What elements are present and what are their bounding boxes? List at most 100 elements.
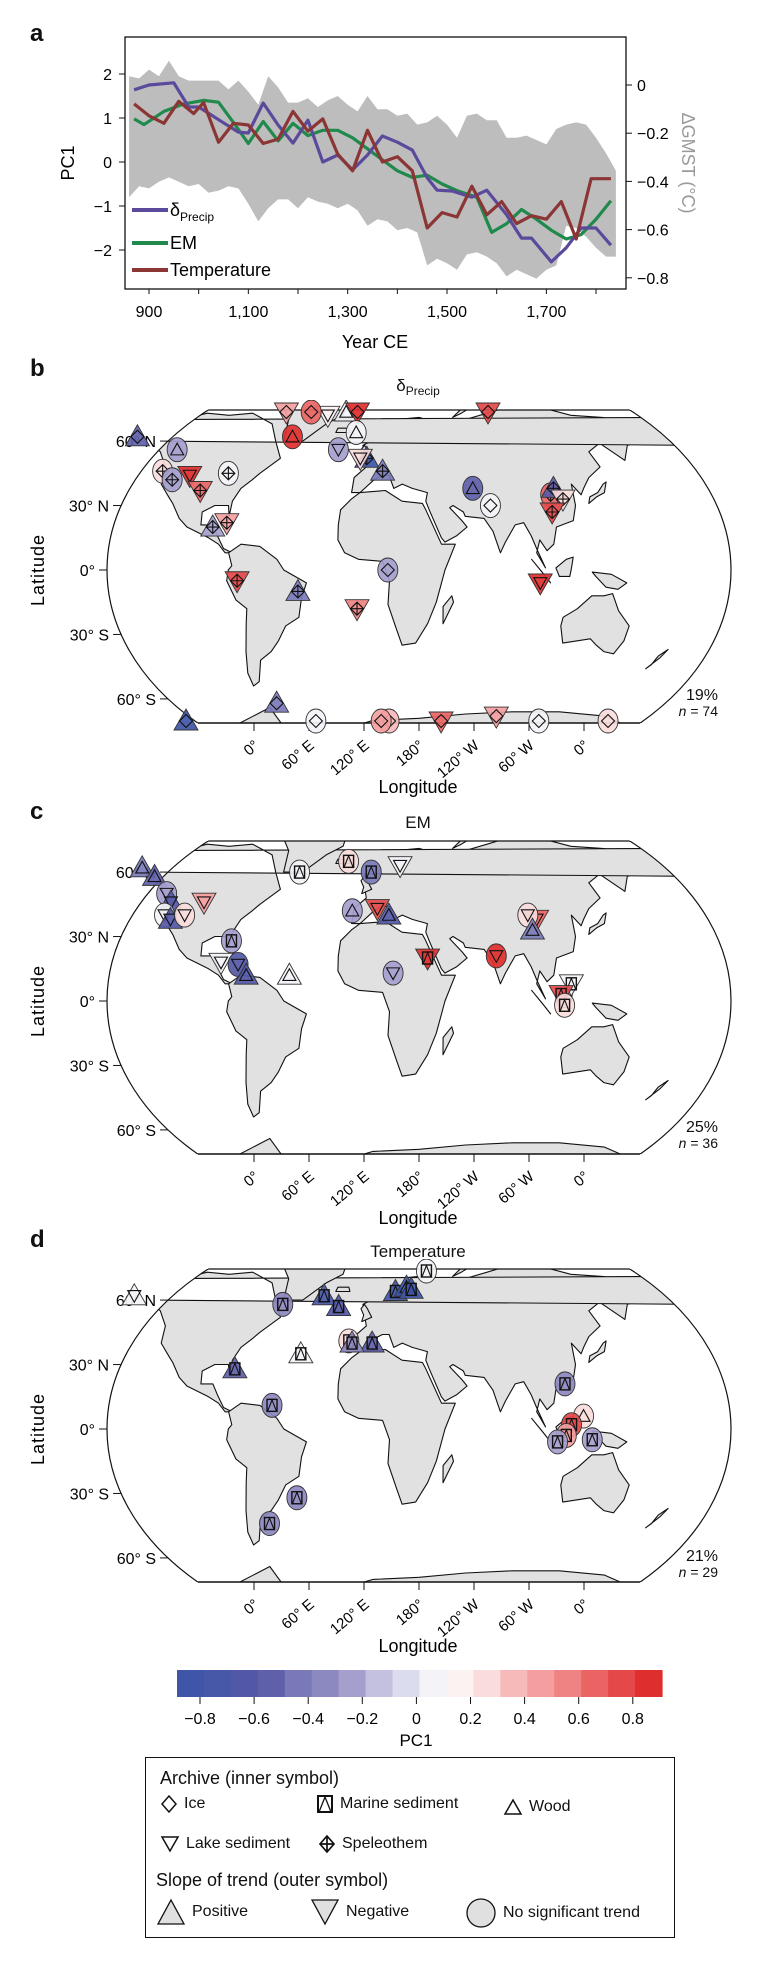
svg-text:0°: 0° — [80, 563, 95, 580]
svg-text:120° E: 120° E — [327, 1596, 373, 1638]
longitude-ticks: 0° 60° E 120° E 180° 120° W 60° W 0° — [241, 1582, 593, 1641]
colorbar-bin — [177, 1670, 205, 1697]
svg-text:−2: −2 — [94, 243, 112, 260]
plot-frame — [124, 36, 627, 290]
svg-text:0.2: 0.2 — [459, 1711, 481, 1728]
site-marker-negative-speleothem — [214, 513, 240, 536]
site-marker-none-marine — [338, 848, 360, 874]
site-marker-positive-marine — [311, 1282, 337, 1306]
colorbar-bins — [177, 1670, 663, 1697]
colorbar-bin — [554, 1670, 582, 1697]
latitude-ticks: 60° N30° N0°30° S60° S — [69, 865, 169, 1140]
svg-text:0°: 0° — [241, 737, 263, 759]
site-marker-positive-lake — [121, 1282, 148, 1306]
legend-label-0: δPrecip — [170, 200, 214, 224]
colorbar-bin — [608, 1670, 636, 1697]
site-markers — [129, 848, 585, 1018]
site-marker-none-marine — [554, 992, 576, 1018]
site-marker-none-marine — [286, 1485, 308, 1511]
x-axis-label: Year CE — [342, 332, 408, 352]
longitude-axis-label: Longitude — [378, 1208, 457, 1228]
svg-text:120° E: 120° E — [327, 1168, 373, 1210]
y-axis-label: PC1 — [58, 145, 78, 180]
svg-text:60° E: 60° E — [278, 1596, 317, 1633]
svg-text:60° E: 60° E — [278, 1168, 317, 1205]
site-marker-positive-wood — [519, 917, 546, 940]
site-marker-none-lake — [485, 943, 507, 969]
legend-wood: Wood — [503, 1798, 571, 1816]
svg-text:180°: 180° — [393, 1168, 428, 1201]
site-marker-none-marine — [547, 1429, 569, 1455]
site-marker-positive-marine — [359, 1330, 385, 1353]
site-marker-none-lake — [382, 960, 404, 986]
speleothem-icon — [318, 1834, 336, 1854]
colorbar-bin — [446, 1670, 474, 1697]
site-marker-none-wood — [341, 898, 363, 924]
legend-no-trend: No significant trend — [465, 1897, 640, 1929]
site-marker-negative-lake — [364, 899, 391, 922]
svg-text:0.4: 0.4 — [513, 1711, 535, 1728]
svg-text:1: 1 — [103, 111, 112, 128]
site-marker-negative-lake — [208, 952, 234, 976]
legend-marine-sediment: Marine sediment — [316, 1794, 458, 1814]
site-marker-none-wood — [462, 475, 484, 501]
svg-text:−0.8: −0.8 — [637, 271, 669, 288]
svg-text:60° S: 60° S — [117, 1551, 156, 1568]
site-marker-none-marine — [289, 859, 311, 885]
site-marker-positive-wood — [141, 863, 168, 886]
site-marker-negative-lake — [315, 405, 341, 429]
panel-a-timeseries-chart: 900 1,100 1,300 1,500 1,700 2 1 0 −1 −2 0 −0.2 −0.… — [58, 36, 698, 352]
svg-text:−0.6: −0.6 — [637, 223, 669, 240]
colorbar-bin — [392, 1670, 421, 1697]
colorbar-bin — [311, 1670, 340, 1697]
panel-b-percent: 19% n = 74 — [678, 687, 718, 719]
svg-text:0.6: 0.6 — [568, 1711, 590, 1728]
legend-speleothem: Speleothem — [318, 1834, 427, 1854]
svg-text:30° S: 30° S — [70, 627, 109, 644]
site-marker-positive-ice — [173, 708, 199, 731]
legend-lake-sediment: Lake sediment — [160, 1835, 290, 1853]
svg-text:0: 0 — [637, 78, 646, 95]
slope-header: Slope of trend (outer symbol) — [156, 1870, 389, 1890]
svg-text:180°: 180° — [393, 1596, 428, 1629]
site-marker-positive-marine — [222, 1355, 248, 1379]
site-marker-none-ice — [370, 708, 392, 734]
site-marker-positive-marine — [398, 1276, 424, 1299]
right-y-axis-ticks: 0 −0.2 −0.4 −0.6 −0.8 — [626, 78, 669, 288]
site-marker-none-speleothem — [217, 460, 239, 486]
site-marker-none-wood — [166, 437, 188, 463]
site-marker-none-wood — [345, 420, 367, 445]
site-marker-positive-speleothem — [369, 458, 396, 481]
svg-text:0°: 0° — [571, 1596, 593, 1618]
colorbar-bin — [419, 1670, 448, 1697]
site-marker-none-speleothem — [161, 467, 183, 493]
site-marker-none-lake — [327, 437, 349, 463]
site-marker-none-marine — [416, 1259, 437, 1284]
site-marker-none-ice — [528, 708, 550, 734]
panel-d-label: d — [30, 1226, 45, 1253]
site-marker-positive-speleothem — [199, 514, 226, 537]
panel-b-title: δPrecip — [396, 376, 440, 398]
site-marker-negative-marine — [414, 948, 441, 971]
pc1-colorbar: −0.8 −0.6 −0.4 −0.2 0 0.2 0.4 0.6 0.8 PC1 — [177, 1670, 663, 1750]
site-marker-negative-speleothem — [224, 571, 250, 594]
right-y-axis-label: ΔGMST (°C) — [678, 113, 698, 214]
svg-text:0°: 0° — [241, 1596, 263, 1618]
colorbar-bin — [338, 1670, 367, 1697]
colorbar-bin — [581, 1670, 609, 1697]
colorbar-bin — [635, 1670, 663, 1697]
svg-text:1,700: 1,700 — [526, 304, 566, 321]
site-marker-negative-ice — [344, 402, 371, 425]
colorbar-bin — [473, 1670, 501, 1697]
site-marker-none-marine — [360, 859, 382, 885]
svg-text:−0.4: −0.4 — [292, 1711, 324, 1728]
site-marker-none-marine — [221, 928, 242, 954]
colorbar-ticks: −0.8 −0.6 −0.4 −0.2 0 0.2 0.4 0.6 0.8 — [184, 1697, 644, 1728]
svg-text:−0.6: −0.6 — [238, 1711, 270, 1728]
svg-text:1,100: 1,100 — [228, 304, 268, 321]
site-marker-positive-wood — [233, 962, 259, 985]
site-marker-none-marine — [272, 1291, 294, 1317]
wood-triangle-icon — [503, 1798, 523, 1815]
